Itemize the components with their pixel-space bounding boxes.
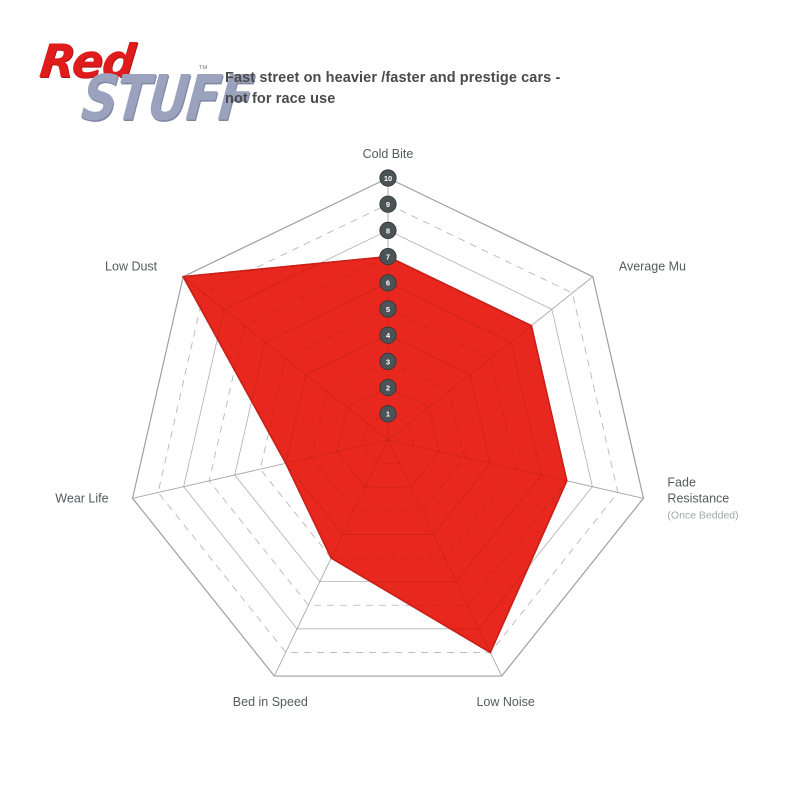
svg-text:Fade: Fade xyxy=(667,475,696,489)
svg-text:1: 1 xyxy=(386,410,390,419)
tick-badge-6: 6 xyxy=(379,274,397,292)
tick-badge-9: 9 xyxy=(379,195,397,213)
radar-chart-svg: 1 2 3 4 5 6 7 8 9 10 Cold Bite Average Mu Fade Resis… xyxy=(55,147,738,709)
svg-text:Low Dust: Low Dust xyxy=(105,260,158,274)
svg-text:7: 7 xyxy=(386,253,390,262)
svg-text:(Once Bedded): (Once Bedded) xyxy=(667,509,738,521)
svg-text:Cold Bite: Cold Bite xyxy=(363,147,414,161)
chart-title-line-1: Fast street on heavier /faster and prest… xyxy=(225,70,561,86)
chart-title-line-2: not for race use xyxy=(225,91,336,108)
radar-tick-badges: 1 2 3 4 5 6 7 8 9 10 xyxy=(379,169,397,423)
radar-axis-labels: Cold Bite Average Mu Fade Resistance (Once B… xyxy=(55,147,738,709)
tick-badge-1: 1 xyxy=(379,405,397,423)
svg-text:Bed in Speed: Bed in Speed xyxy=(233,695,308,709)
svg-text:Average Mu: Average Mu xyxy=(619,260,686,274)
redstuff-logo: Red STUFF ™ xyxy=(37,34,255,138)
axis-label-average-mu: Average Mu xyxy=(619,260,686,274)
tick-badge-4: 4 xyxy=(379,326,397,344)
svg-text:8: 8 xyxy=(386,226,390,235)
svg-text:Wear Life: Wear Life xyxy=(55,491,108,505)
tick-badge-8: 8 xyxy=(379,221,397,240)
axis-label-low-noise: Low Noise xyxy=(476,695,534,709)
radar-chart: 1 2 3 4 5 6 7 8 9 10 Cold Bite Average Mu Fade Resis… xyxy=(0,130,800,790)
svg-text:2: 2 xyxy=(386,384,390,393)
svg-text:Low Noise: Low Noise xyxy=(476,695,534,709)
axis-label-fade-resistance: Fade Resistance (Once Bedded) xyxy=(667,475,738,521)
axis-label-cold-bite: Cold Bite xyxy=(363,147,414,161)
svg-text:9: 9 xyxy=(386,200,390,209)
svg-text:6: 6 xyxy=(386,279,390,288)
svg-text:10: 10 xyxy=(384,174,392,183)
tick-badge-10: 10 xyxy=(379,169,397,187)
svg-text:5: 5 xyxy=(386,305,390,314)
tick-badge-3: 3 xyxy=(379,352,397,370)
axis-label-wear-life: Wear Life xyxy=(55,491,108,505)
axis-label-low-dust: Low Dust xyxy=(105,260,158,274)
svg-text:4: 4 xyxy=(386,331,391,340)
tick-badge-7: 7 xyxy=(379,248,397,266)
svg-text:Resistance: Resistance xyxy=(667,491,729,505)
axis-label-bed-in-speed: Bed in Speed xyxy=(233,695,308,709)
trademark-symbol: ™ xyxy=(198,64,208,75)
tick-badge-5: 5 xyxy=(379,300,397,318)
tick-badge-2: 2 xyxy=(379,379,397,397)
chart-title: Fast street on heavier /faster and prest… xyxy=(225,68,685,110)
svg-text:3: 3 xyxy=(386,357,390,366)
